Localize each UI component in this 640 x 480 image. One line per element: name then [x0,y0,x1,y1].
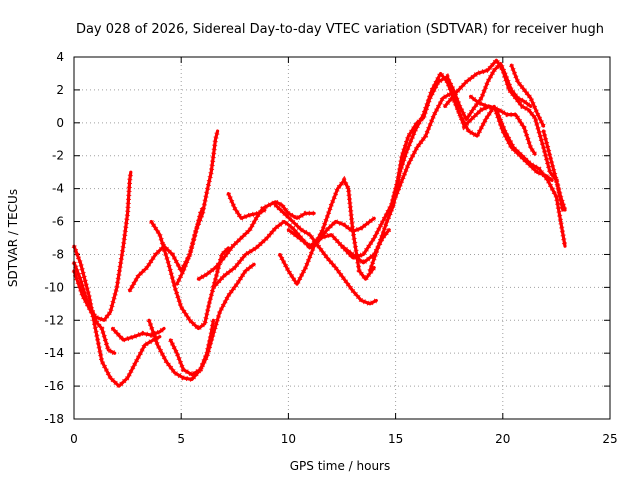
series-markers-track-1 [71,171,134,324]
x-tick-labels: 0 5 10 15 20 25 [70,432,617,446]
series-line-track-7 [175,129,220,286]
y-tick-label: -6 [52,215,64,229]
y-tick-label: -16 [44,379,64,393]
x-tick-label: 15 [388,432,403,446]
x-tick-label: 20 [495,432,510,446]
series-markers-track-11 [226,192,266,222]
series-line-track-21 [509,63,546,128]
plot-frame [73,56,611,420]
series-line-track-17 [368,71,537,273]
series-markers-track-16 [340,59,533,261]
series-markers-track-19 [442,56,566,211]
series-line-track-2 [72,244,162,388]
x-tick-label: 25 [602,432,617,446]
y-tick-label: 4 [56,50,64,64]
y-tick-labels: -18 -16 -14 -12 -10 -8 -6 -4 -2 0 2 4 [44,50,64,426]
series-markers-track-18 [393,89,554,198]
series-markers-track-4 [110,326,166,343]
x-tick-label: 5 [177,432,185,446]
y-axis-label: SDTVAR / TECUs [6,189,20,287]
series-markers-track-20 [469,94,568,247]
y-tick-label: 2 [56,83,64,97]
chart-title: Day 028 of 2026, Sidereal Day-to-day VTE… [76,22,604,37]
grid-lines [74,57,610,419]
series-line-track-13 [273,203,378,306]
y-tick-label: -12 [44,313,64,327]
y-tick-label: 0 [56,116,64,130]
x-axis-label: GPS time / hours [290,459,391,473]
y-tick-label: -14 [44,346,64,360]
y-tick-label: -8 [52,247,64,261]
data-series [71,56,568,390]
series-markers-track-9 [168,262,256,378]
x-tick-label: 10 [281,432,296,446]
y-tick-label: -2 [52,149,64,163]
series-markers-track-17 [367,68,538,272]
series-line-track-16 [340,61,533,260]
y-tick-label: -18 [44,412,64,426]
series-markers-track-6 [149,220,231,332]
series-line-track-14 [278,178,376,286]
x-tick-label: 0 [70,432,78,446]
series-line-track-22 [541,129,567,212]
series-line-track-11 [226,192,267,220]
y-tick-label: -10 [44,280,64,294]
series-line-track-3 [72,269,117,355]
y-tick-label: -4 [52,182,64,196]
series-line-track-6 [149,219,230,331]
series-markers-track-7 [174,130,221,286]
